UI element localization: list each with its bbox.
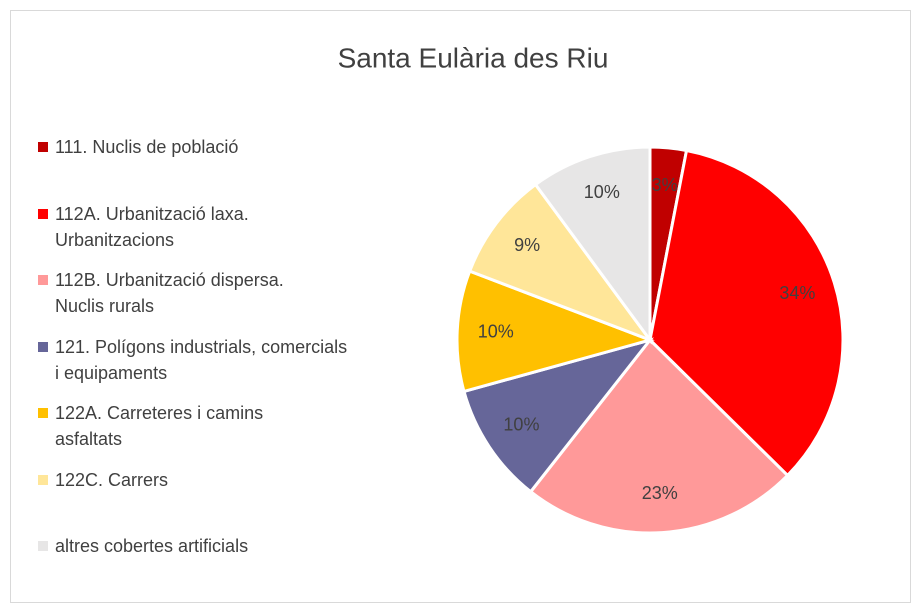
pie-slice	[467, 182, 655, 344]
legend-swatch	[38, 341, 48, 352]
pie-slice	[462, 337, 655, 494]
legend-swatch	[38, 142, 48, 152]
data-label: 34%	[779, 283, 815, 303]
data-label: 23%	[642, 483, 678, 503]
data-label: 10%	[478, 321, 514, 341]
pie-slice	[528, 337, 790, 535]
legend-label: 122C. Carrers	[55, 469, 169, 490]
data-label: 3%	[652, 175, 678, 195]
legend-label: 121. Polígons industrials, comercials i …	[55, 336, 348, 383]
data-label: 9%	[514, 235, 540, 255]
legend-label: 122A. Carreteres i camins asfaltats	[55, 403, 264, 449]
pie-slice	[648, 148, 845, 478]
chart-title: Santa Eulària des Riu	[338, 42, 609, 73]
pie-slice	[455, 269, 655, 394]
legend-swatch	[38, 474, 48, 485]
legend-label: 112A. Urbanització laxa. Urbanitzacions	[55, 203, 249, 250]
legend-swatch	[38, 408, 48, 418]
legend-swatch	[38, 208, 48, 219]
legend-swatch	[38, 275, 48, 285]
legend-label: altres cobertes artificials	[55, 536, 249, 556]
legend-swatch	[38, 541, 48, 551]
pie-slice	[533, 145, 652, 345]
legend-label: 111. Nuclis de població	[55, 137, 239, 157]
data-label: 10%	[503, 414, 539, 434]
data-label: 10%	[584, 182, 620, 202]
legend-label: 112B. Urbanització dispersa. Nuclis rura…	[55, 270, 284, 316]
